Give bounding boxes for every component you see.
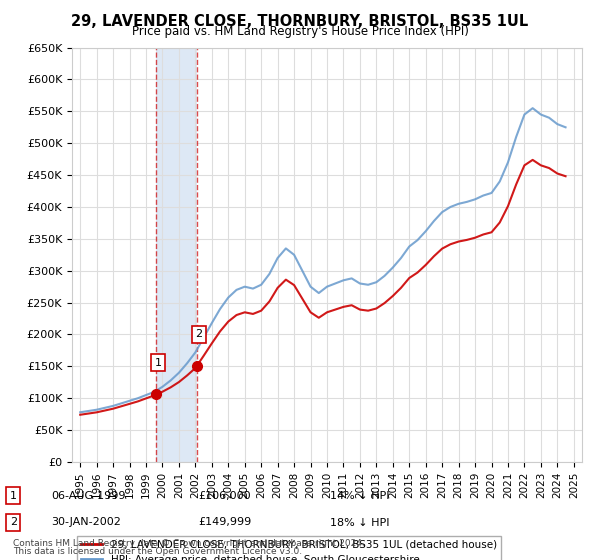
Text: 29, LAVENDER CLOSE, THORNBURY, BRISTOL, BS35 1UL: 29, LAVENDER CLOSE, THORNBURY, BRISTOL, … xyxy=(71,14,529,29)
Text: £149,999: £149,999 xyxy=(198,517,251,528)
Text: 18% ↓ HPI: 18% ↓ HPI xyxy=(330,517,389,528)
Text: 30-JAN-2002: 30-JAN-2002 xyxy=(51,517,121,528)
Legend: 29, LAVENDER CLOSE, THORNBURY, BRISTOL, BS35 1UL (detached house), HPI: Average : 29, LAVENDER CLOSE, THORNBURY, BRISTOL, … xyxy=(77,535,501,560)
Text: 2: 2 xyxy=(10,517,17,528)
Text: 14% ↓ HPI: 14% ↓ HPI xyxy=(330,491,389,501)
Text: £106,000: £106,000 xyxy=(198,491,251,501)
Text: Price paid vs. HM Land Registry's House Price Index (HPI): Price paid vs. HM Land Registry's House … xyxy=(131,25,469,38)
Bar xyxy=(156,48,197,462)
Text: Contains HM Land Registry data © Crown copyright and database right 2024.: Contains HM Land Registry data © Crown c… xyxy=(13,539,365,548)
Text: 2: 2 xyxy=(196,329,203,339)
Text: 1: 1 xyxy=(155,357,162,367)
Text: 06-AUG-1999: 06-AUG-1999 xyxy=(51,491,125,501)
Text: 1: 1 xyxy=(10,491,17,501)
Text: This data is licensed under the Open Government Licence v3.0.: This data is licensed under the Open Gov… xyxy=(13,547,302,556)
